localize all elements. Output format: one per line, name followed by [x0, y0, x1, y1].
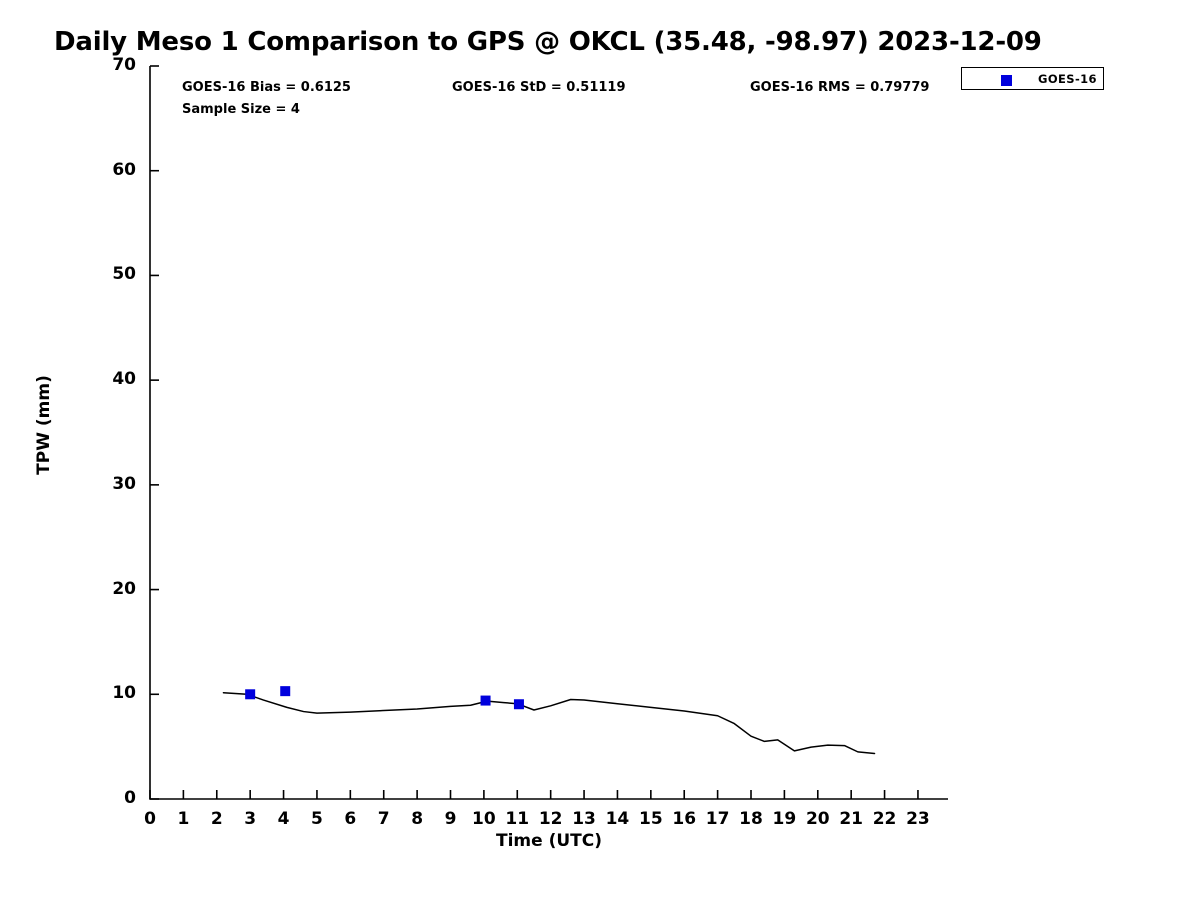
- series-gps-line: [222, 691, 876, 755]
- x-axis-title-text: Time (UTC): [495, 831, 602, 851]
- chart-title: Daily Meso 1 Comparison to GPS @ OKCL (3…: [54, 27, 1042, 57]
- x-tick-label: 22: [872, 809, 897, 829]
- x-tick-label: 12: [538, 809, 563, 829]
- x-tick-label: 23: [906, 809, 930, 829]
- x-axis-title: Time (UTC): [0, 831, 1200, 851]
- x-tick-label: 11: [505, 809, 530, 829]
- chart-legend: GOES-16: [961, 67, 1104, 90]
- y-tick-label: 20: [112, 578, 136, 599]
- data-point-marker: [245, 689, 256, 700]
- axes-frame: [149, 66, 948, 800]
- x-tick-label: 10: [472, 809, 496, 829]
- y-tick-label: 30: [112, 473, 136, 494]
- y-tick-label: 70: [112, 55, 136, 75]
- x-tick-label: 17: [705, 809, 730, 829]
- x-tick-label: 2: [210, 809, 223, 829]
- x-tick-label: 1: [177, 809, 190, 829]
- x-tick-label: 19: [772, 809, 797, 829]
- x-tick-label: 4: [277, 809, 290, 829]
- x-tick-label: 6: [344, 809, 357, 829]
- stat-rms: GOES-16 RMS = 0.79779: [750, 80, 930, 95]
- x-tick-label: 7: [377, 809, 390, 829]
- data-point-marker: [280, 686, 291, 697]
- data-point-marker: [513, 699, 524, 710]
- y-tick-label: 40: [112, 369, 136, 390]
- x-tick-label: 3: [244, 809, 257, 829]
- x-tick-label: 15: [638, 809, 663, 829]
- series-goes-16-points: [245, 686, 524, 710]
- legend-marker-goes-16-icon: [1001, 75, 1012, 86]
- legend-label-goes-16: GOES-16: [1038, 72, 1097, 86]
- y-tick-label: 60: [112, 159, 136, 180]
- x-tick-label: 18: [739, 809, 763, 829]
- x-tick-label: 14: [605, 809, 630, 829]
- y-tick-label: 0: [124, 788, 136, 808]
- y-tick-label: 10: [112, 683, 136, 704]
- stat-std: GOES-16 StD = 0.51119: [452, 80, 626, 95]
- stat-sample-size: Sample Size = 4: [182, 102, 300, 117]
- stat-bias: GOES-16 Bias = 0.6125: [182, 80, 351, 95]
- x-tick-label: 16: [672, 809, 697, 829]
- axis-ticks: [149, 65, 919, 800]
- x-tick-label: 13: [572, 809, 596, 829]
- x-tick-label: 0: [144, 809, 156, 829]
- x-tick-label: 20: [805, 809, 830, 829]
- x-tick-label: 8: [411, 809, 424, 829]
- data-point-marker: [480, 695, 491, 706]
- x-tick-label: 9: [444, 809, 457, 829]
- y-tick-label: 50: [112, 264, 136, 285]
- x-tick-label: 21: [839, 809, 863, 829]
- x-tick-label: 5: [311, 809, 323, 829]
